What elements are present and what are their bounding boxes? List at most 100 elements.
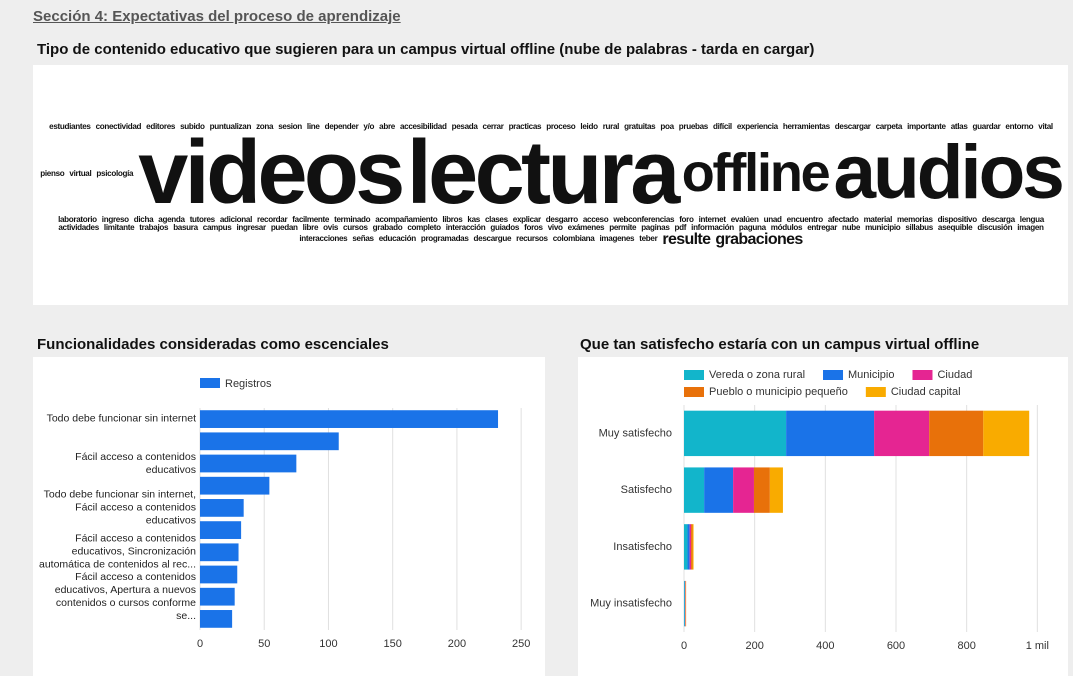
word: dispositivo — [937, 215, 977, 225]
word: grabado — [372, 223, 403, 232]
word: sesion — [278, 122, 302, 132]
bar-segment — [691, 524, 693, 570]
word: imagen — [1017, 223, 1044, 232]
word: resulte — [662, 230, 711, 248]
word: rural — [602, 122, 620, 132]
word: difícil — [712, 122, 732, 132]
bar — [200, 432, 339, 451]
x-tick-label: 150 — [384, 638, 402, 650]
bar-segment — [687, 524, 690, 570]
word: libre — [302, 223, 319, 232]
word: atlas — [950, 122, 968, 132]
word: actividades — [58, 223, 99, 232]
word: paginas — [641, 223, 670, 232]
card — [33, 357, 545, 676]
legend-swatch — [823, 370, 844, 380]
x-tick-label: 600 — [887, 640, 905, 652]
word: foros — [524, 223, 543, 232]
word: asequible — [937, 223, 973, 232]
bar — [200, 454, 297, 473]
word: kas — [467, 215, 480, 225]
word: desgarro — [545, 215, 578, 225]
word: acompañamiento — [375, 215, 438, 225]
word: editores — [146, 122, 176, 132]
y-tick-label: Insatisfecho — [613, 541, 672, 553]
bar-segment — [684, 410, 787, 457]
word: programadas — [420, 234, 469, 244]
x-tick-label: 0 — [681, 640, 687, 652]
word: descargar — [834, 122, 871, 132]
word: descargue — [473, 234, 512, 244]
word: campus — [202, 223, 232, 232]
word: ingresar — [236, 223, 266, 232]
word: abre — [379, 122, 395, 132]
word: poa — [660, 122, 674, 132]
word: entregar — [807, 223, 838, 232]
legend-label: Vereda o zona rural — [709, 369, 805, 381]
word: ingreso — [101, 215, 129, 225]
word: carpeta — [875, 122, 903, 132]
word: unad — [763, 215, 782, 225]
y-tick-label: Fácil acceso a contenidos educativos, Ap… — [54, 570, 196, 622]
word: importante — [907, 122, 946, 132]
bar — [200, 610, 233, 628]
word: cursos — [343, 223, 368, 232]
word: tutores — [189, 215, 215, 225]
word: lengua — [1019, 215, 1044, 225]
legend-swatch — [200, 378, 220, 388]
y-tick-label: Todo debe funcionar sin internet, Fácil … — [43, 488, 196, 527]
x-tick-label: 100 — [319, 638, 337, 650]
bar — [200, 543, 239, 562]
word: información — [691, 223, 734, 232]
bar-segment — [874, 410, 930, 457]
word: ovis — [323, 223, 339, 232]
word: discusión — [977, 223, 1013, 232]
word: virtual — [69, 168, 92, 178]
word: descarga — [981, 215, 1015, 225]
y-tick-label: Satisfecho — [621, 484, 672, 496]
x-tick-label: 200 — [745, 640, 763, 652]
word: permite — [609, 223, 637, 232]
y-tick-label: Todo debe funcionar sin internet — [46, 412, 196, 425]
word: interacciones — [299, 234, 348, 244]
word: grabaciones — [715, 230, 803, 248]
bar-segment — [689, 524, 692, 570]
word: agenda — [158, 215, 185, 225]
chart-title: Que tan satisfecho estaría con un campus… — [580, 336, 980, 353]
word: completo — [407, 223, 441, 232]
legend-label: Ciudad capital — [891, 386, 961, 398]
x-tick-label: 250 — [512, 638, 530, 650]
word: vital — [1038, 122, 1053, 132]
y-tick-label: Muy satisfecho — [599, 427, 672, 439]
word: guardar — [972, 122, 1001, 132]
word: limitante — [103, 223, 135, 232]
word: herramientas — [782, 122, 830, 132]
word-cloud: estudiantes conectividad editores subido pun… — [40, 68, 1062, 302]
word: guiados — [490, 223, 520, 232]
word: entorno — [1005, 122, 1034, 132]
word: imagenes — [599, 234, 635, 244]
section-title: Sección 4: Expectativas del proceso de a… — [33, 8, 401, 25]
legend-swatch — [865, 387, 886, 397]
x-tick-label: 400 — [816, 640, 834, 652]
word: señas — [352, 234, 374, 244]
x-tick-label: 0 — [197, 638, 203, 650]
legend-swatch — [684, 387, 704, 397]
word: line — [306, 122, 320, 132]
word: pienso — [40, 168, 65, 178]
bar-segment — [769, 467, 783, 513]
word: proceso — [546, 122, 576, 132]
y-tick-label: Fácil acceso a contenidos educativos, Si… — [38, 532, 196, 571]
card — [33, 65, 1068, 305]
legend-swatch — [684, 370, 704, 380]
y-tick-label: Fácil acceso a contenidos educativos — [75, 450, 196, 476]
legend-swatch — [912, 370, 933, 380]
bar — [200, 499, 244, 517]
bar-segment — [684, 467, 705, 513]
word: encuentro — [786, 215, 824, 225]
word: libros — [442, 215, 463, 225]
bar-segment — [983, 410, 1030, 457]
bar-segment — [692, 524, 694, 570]
